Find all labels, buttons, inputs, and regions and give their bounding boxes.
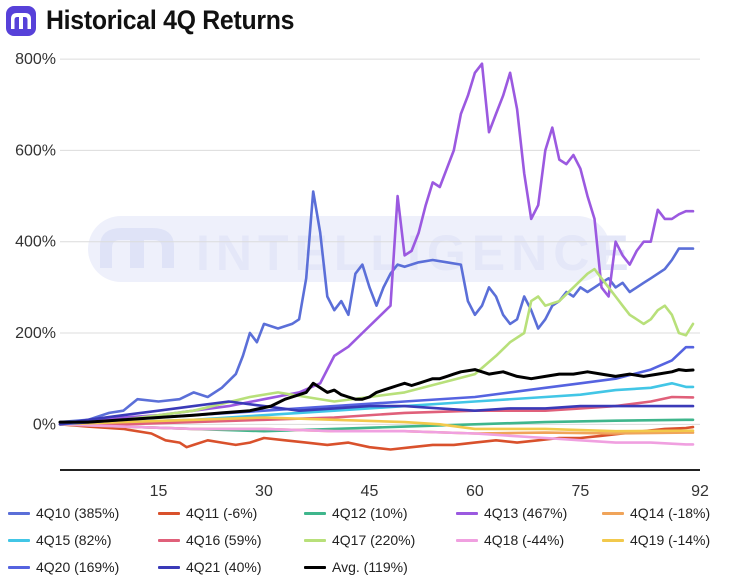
legend-label: 4Q18 (-44%)	[484, 532, 565, 548]
kraken-logo-icon	[6, 5, 36, 36]
x-tick-label: 92	[691, 483, 709, 500]
series-line-4q19	[58, 416, 695, 433]
y-tick-label: 0%	[33, 416, 56, 433]
series-line-avg	[58, 368, 695, 424]
legend-item: 4Q16 (59%)	[158, 532, 261, 548]
legend-item: 4Q19 (-14%)	[602, 532, 710, 548]
legend-label: 4Q16 (59%)	[186, 532, 262, 548]
legend-item: 4Q21 (40%)	[158, 559, 261, 575]
legend-label: 4Q12 (10%)	[332, 505, 408, 521]
legend-label: 4Q20 (169%)	[36, 559, 120, 575]
legend-item: 4Q17 (220%)	[304, 532, 415, 548]
series-line-4q13	[58, 62, 695, 426]
y-tick-label: 800%	[15, 51, 56, 68]
legend-item: 4Q20 (169%)	[8, 559, 119, 575]
legend-swatch	[158, 565, 180, 569]
legend-label: 4Q13 (467%)	[484, 505, 568, 521]
x-tick-label: 75	[572, 483, 590, 500]
legend-item: 4Q18 (-44%)	[456, 532, 564, 548]
legend-item: 4Q15 (82%)	[8, 532, 111, 548]
legend-swatch	[158, 511, 180, 515]
legend-label: 4Q10 (385%)	[36, 505, 120, 521]
legend-swatch	[602, 538, 624, 542]
series-line-4q18	[58, 422, 695, 446]
legend-swatch	[158, 538, 180, 542]
series-line-4q11	[58, 422, 695, 451]
watermark: INTELLIGENCE	[88, 216, 635, 282]
legend-label: 4Q14 (-18%)	[630, 505, 711, 521]
x-tick-label: 60	[466, 483, 484, 500]
legend-label: 4Q11 (-6%)	[186, 505, 258, 521]
series-line-4q10	[58, 190, 695, 424]
legend-swatch	[602, 511, 624, 515]
legend-label: Avg. (119%)	[332, 559, 408, 575]
legend-item: Avg. (119%)	[304, 559, 408, 575]
legend-label: 4Q15 (82%)	[36, 532, 112, 548]
y-tick-label: 600%	[15, 142, 56, 159]
line-chart: INTELLIGENCE 0% 200% 400% 600% 800% 15 30 45 60…	[15, 51, 709, 500]
page-title: Historical 4Q Returns	[46, 5, 295, 35]
legend-swatch	[304, 565, 326, 569]
legend-label: 4Q17 (220%)	[332, 532, 416, 548]
watermark-text: INTELLIGENCE	[196, 225, 635, 281]
legend-swatch	[8, 511, 30, 515]
y-axis: 0% 200% 400% 600% 800%	[15, 51, 56, 433]
legend-swatch	[304, 511, 326, 515]
legend-item: 4Q14 (-18%)	[602, 505, 710, 521]
series-line-4q20	[58, 345, 695, 426]
legend-swatch	[304, 538, 326, 542]
y-tick-label: 400%	[15, 234, 56, 251]
legend-item: 4Q12 (10%)	[304, 505, 407, 521]
legend-item: 4Q13 (467%)	[456, 505, 567, 521]
series-line-4q17	[58, 267, 695, 426]
x-tick-label: 15	[150, 483, 168, 500]
x-tick-label: 45	[361, 483, 379, 500]
grid	[60, 58, 700, 471]
x-axis: 15 30 45 60 75 92	[150, 483, 709, 500]
legend-label: 4Q19 (-14%)	[630, 532, 711, 548]
x-tick-label: 30	[255, 483, 273, 500]
legend-swatch	[456, 538, 478, 542]
y-tick-label: 200%	[15, 325, 56, 342]
legend-item: 4Q11 (-6%)	[158, 505, 257, 521]
legend-swatch	[8, 565, 30, 569]
legend-swatch	[8, 538, 30, 542]
legend-item: 4Q10 (385%)	[8, 505, 119, 521]
series-lines	[58, 62, 695, 451]
legend-swatch	[456, 511, 478, 515]
series-line-4q21	[58, 400, 695, 426]
header: Historical 4Q Returns	[6, 5, 316, 36]
legend-label: 4Q21 (40%)	[186, 559, 262, 575]
